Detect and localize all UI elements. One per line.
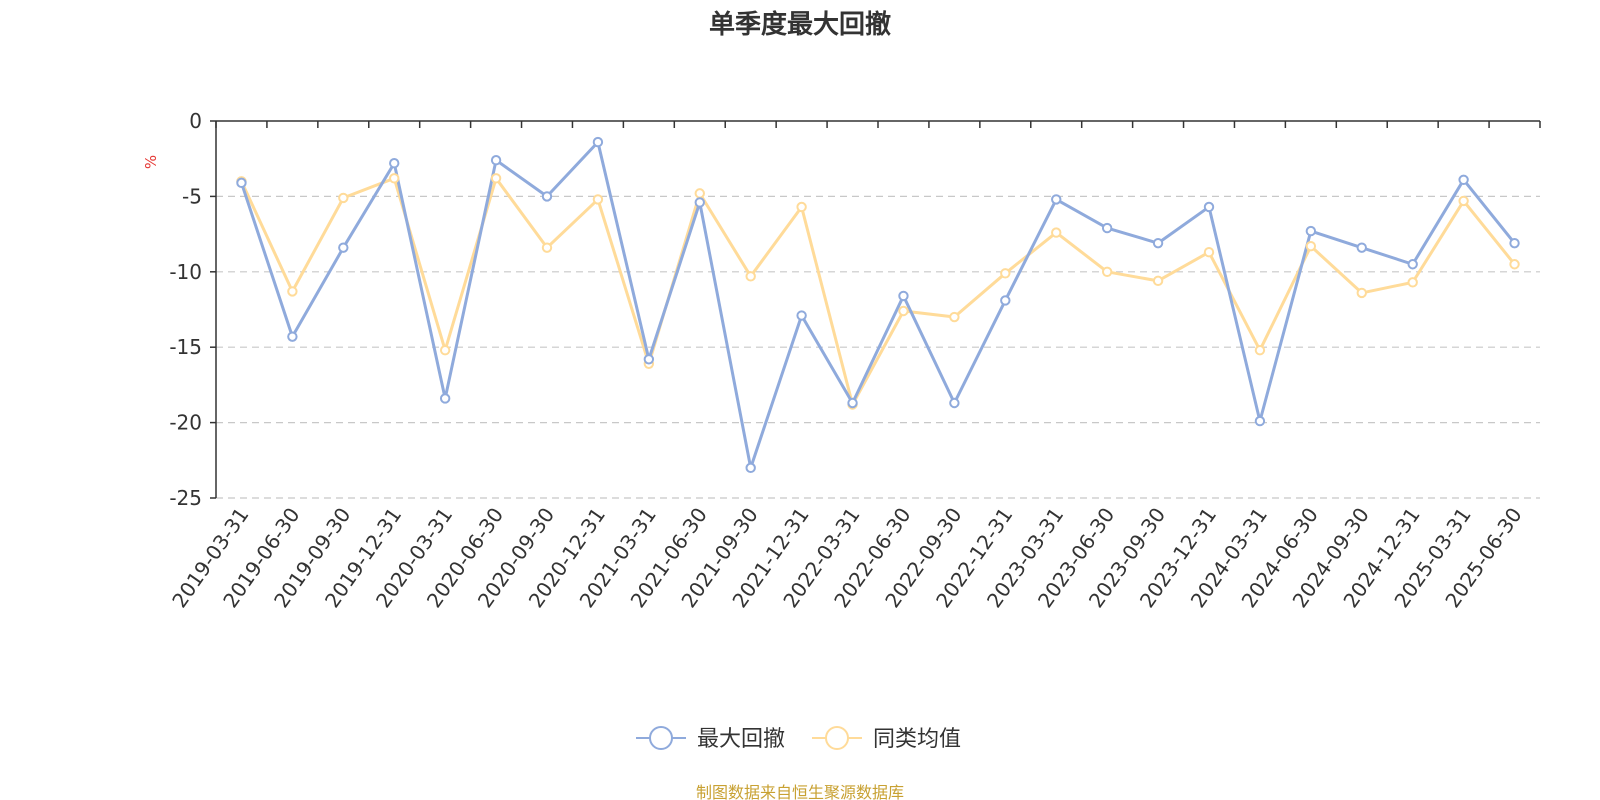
data-point[interactable] [592, 136, 604, 148]
source-note: 制图数据来自恒生聚源数据库 [696, 783, 904, 800]
data-point[interactable] [236, 177, 247, 189]
data-point[interactable] [287, 331, 298, 342]
data-point[interactable] [949, 311, 960, 323]
data-point[interactable] [949, 397, 960, 409]
data-point[interactable] [1509, 237, 1520, 249]
data-point[interactable] [1203, 201, 1215, 213]
legend-swatch-marker [649, 726, 673, 750]
data-point[interactable] [490, 173, 502, 184]
data-point[interactable] [1407, 277, 1418, 288]
data-point[interactable] [1000, 295, 1011, 306]
y-tick-label: -15 [169, 335, 202, 359]
y-tick-labels: 0 -5 -10 -15 -20 -25 [169, 109, 202, 510]
data-point[interactable] [1152, 275, 1164, 287]
legend-swatch-marker [825, 726, 849, 750]
data-point[interactable] [389, 158, 400, 169]
data-point[interactable] [1509, 259, 1520, 270]
data-point[interactable] [1101, 266, 1113, 277]
series-line-1 [240, 176, 1516, 407]
data-point[interactable] [1000, 268, 1011, 279]
series-lines [236, 136, 1520, 474]
axes [210, 120, 1541, 499]
data-point[interactable] [439, 345, 451, 356]
data-point[interactable] [1101, 222, 1113, 234]
y-tick-label: -25 [169, 486, 202, 510]
data-point[interactable] [541, 242, 553, 253]
data-point[interactable] [745, 271, 756, 282]
data-point[interactable] [1356, 242, 1367, 253]
data-point[interactable] [338, 242, 349, 253]
data-point[interactable] [745, 462, 756, 474]
data-point[interactable] [1458, 174, 1469, 186]
data-point[interactable] [847, 397, 858, 409]
data-point[interactable] [1407, 259, 1418, 270]
data-point[interactable] [898, 290, 909, 302]
y-tick-label: -10 [169, 260, 202, 284]
data-point[interactable] [338, 192, 349, 204]
legend-label[interactable]: 最大回撤 [697, 727, 785, 752]
data-point[interactable] [592, 194, 604, 205]
data-point[interactable] [796, 310, 807, 321]
data-point[interactable] [439, 393, 451, 404]
legend: 最大回撤 同类均值 [636, 726, 961, 752]
data-point[interactable] [796, 201, 807, 213]
data-point[interactable] [643, 354, 655, 365]
data-point[interactable] [1051, 194, 1062, 205]
data-point[interactable] [287, 286, 298, 297]
y-tick-label: -5 [182, 184, 202, 208]
data-point[interactable] [1458, 195, 1469, 207]
legend-label[interactable]: 同类均值 [873, 727, 961, 752]
data-point[interactable] [1305, 240, 1317, 252]
y-tick-label: -20 [169, 411, 202, 435]
data-point[interactable] [1254, 345, 1266, 356]
y-axis-unit: % [142, 155, 160, 169]
data-point[interactable] [1356, 287, 1367, 299]
y-tick-label: 0 [189, 109, 202, 133]
chart-title: 单季度最大回撤 [709, 9, 891, 40]
x-tick-labels: 2019-03-312019-06-302019-09-302019-12-31… [167, 503, 1526, 612]
data-point[interactable] [389, 173, 400, 184]
data-point[interactable] [1152, 237, 1164, 249]
data-point[interactable] [490, 155, 502, 166]
series-line-0 [240, 140, 1516, 470]
data-point[interactable] [1051, 227, 1062, 238]
data-point[interactable] [541, 191, 553, 202]
data-point[interactable] [694, 197, 705, 208]
data-point[interactable] [1203, 246, 1215, 258]
data-point[interactable] [898, 305, 909, 317]
data-point[interactable] [694, 188, 705, 199]
data-point[interactable] [1254, 415, 1266, 427]
data-point[interactable] [1305, 225, 1317, 237]
